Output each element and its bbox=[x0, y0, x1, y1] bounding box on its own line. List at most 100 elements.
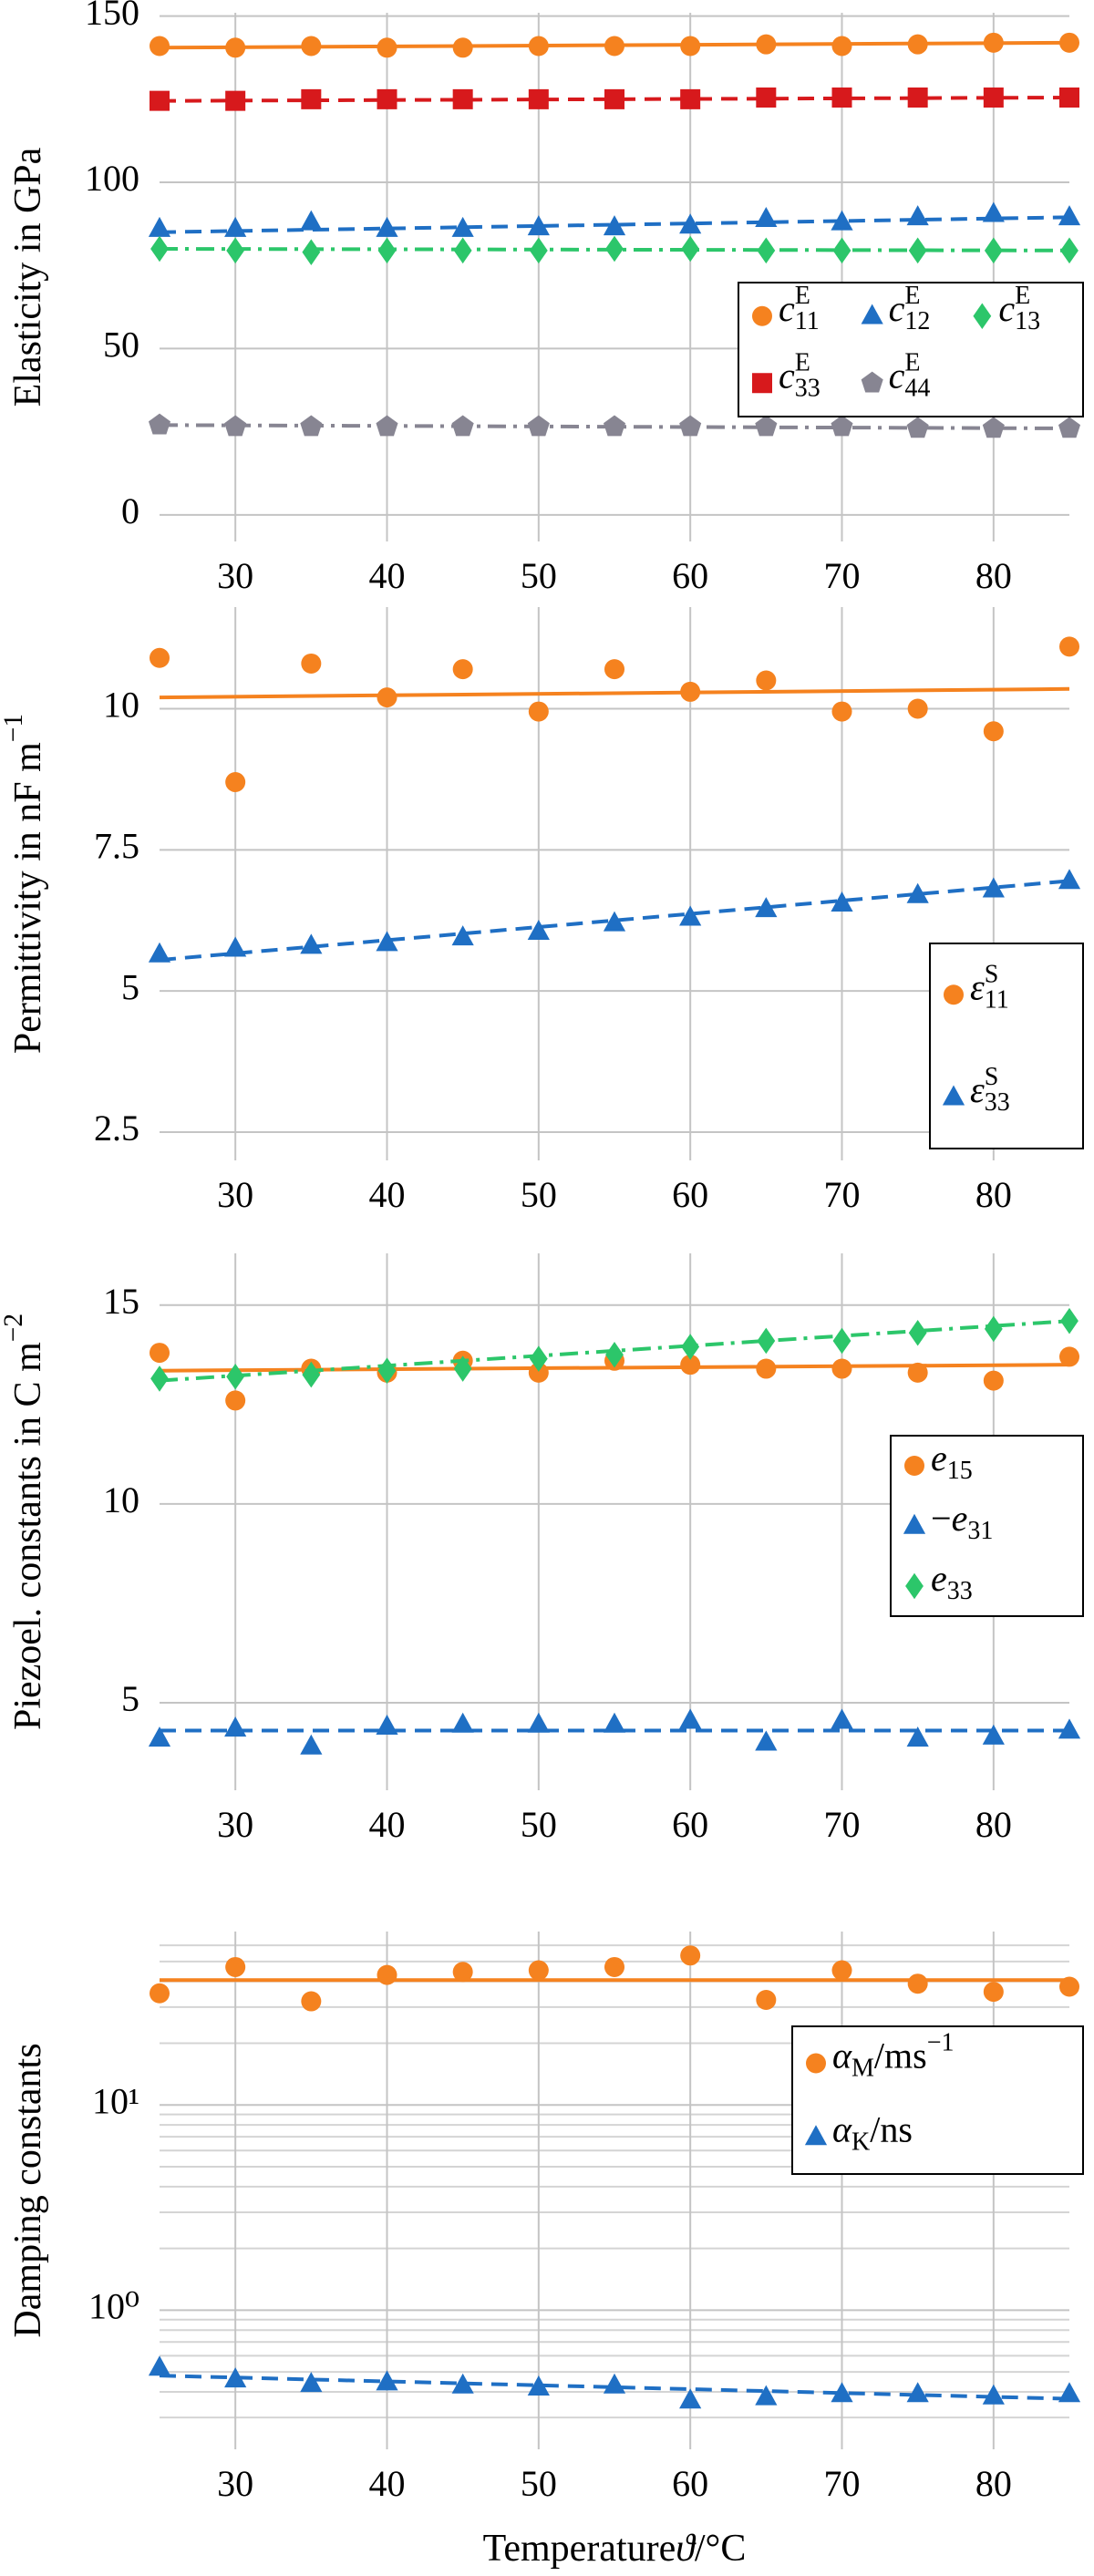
x-tick-label: 80 bbox=[975, 555, 1012, 596]
marker bbox=[1059, 1346, 1079, 1367]
marker bbox=[905, 1572, 924, 1600]
marker bbox=[757, 237, 776, 264]
marker bbox=[907, 698, 928, 719]
x-label-text-part: /°C bbox=[695, 2528, 746, 2570]
marker bbox=[300, 933, 323, 954]
panel: 2.5 5 7.5 10 30 40 50 60 70 80 Permittivity in nF … bbox=[0, 607, 1084, 1215]
marker bbox=[301, 1991, 322, 2012]
marker bbox=[300, 210, 323, 231]
marker bbox=[376, 1714, 398, 1735]
marker bbox=[148, 942, 171, 963]
marker bbox=[225, 1390, 246, 1411]
marker bbox=[603, 911, 626, 932]
marker bbox=[377, 237, 397, 264]
x-tick-label: 40 bbox=[369, 1174, 406, 1215]
marker bbox=[451, 415, 474, 437]
legend-label-part: c bbox=[889, 355, 905, 396]
marker bbox=[982, 2384, 1005, 2405]
legend-label-part: /ms bbox=[874, 2035, 927, 2076]
y-tick-label: 10¹ bbox=[92, 2080, 139, 2121]
y-tick-label: 5 bbox=[121, 966, 139, 1007]
legend-label-part: −1 bbox=[927, 2029, 955, 2057]
marker bbox=[527, 215, 550, 236]
marker bbox=[150, 235, 169, 263]
x-tick-label: 80 bbox=[975, 1174, 1012, 1215]
marker bbox=[831, 36, 852, 57]
marker bbox=[982, 417, 1005, 438]
x-tick-label: 60 bbox=[672, 1174, 708, 1215]
marker bbox=[527, 2375, 550, 2396]
marker bbox=[944, 984, 964, 1005]
marker bbox=[755, 415, 778, 437]
marker bbox=[452, 659, 473, 680]
legend-label-part: /ns bbox=[870, 2109, 913, 2150]
marker bbox=[377, 37, 397, 58]
marker bbox=[225, 772, 246, 793]
marker bbox=[908, 237, 927, 264]
marker bbox=[1059, 636, 1079, 657]
marker bbox=[680, 1945, 701, 1966]
y-label-text: Damping constants bbox=[7, 2043, 49, 2337]
legend-label-part: M bbox=[851, 2055, 874, 2083]
legend-label: αK/ns bbox=[832, 2109, 913, 2157]
marker bbox=[755, 1730, 778, 1751]
y-label-text-part: −1 bbox=[0, 714, 28, 742]
marker bbox=[300, 2372, 323, 2393]
marker bbox=[756, 1990, 777, 2011]
y-tick-label: 50 bbox=[103, 325, 139, 366]
marker bbox=[755, 897, 778, 918]
legend-label-part: E bbox=[904, 349, 920, 377]
marker bbox=[907, 1362, 928, 1383]
legend-label-part: 31 bbox=[967, 1517, 993, 1545]
legend-label-part: S bbox=[985, 961, 999, 989]
marker bbox=[527, 919, 550, 940]
marker bbox=[376, 415, 398, 437]
marker bbox=[755, 206, 778, 227]
marker bbox=[908, 1319, 927, 1346]
y-tick-label: 10⁰ bbox=[88, 2286, 139, 2327]
legend-label: c12E bbox=[889, 282, 931, 335]
marker bbox=[376, 2370, 398, 2391]
marker bbox=[903, 1513, 926, 1534]
legend-label-part: S bbox=[985, 1063, 999, 1091]
marker bbox=[907, 34, 928, 55]
marker bbox=[451, 216, 474, 237]
marker bbox=[907, 1973, 928, 1994]
y-axis-label: Damping constants bbox=[7, 2043, 49, 2337]
x-label-text-part: Temperature bbox=[483, 2528, 686, 2570]
marker bbox=[529, 237, 548, 264]
marker bbox=[605, 1341, 624, 1368]
marker bbox=[831, 1358, 852, 1379]
panel: 5 10 15 30 40 50 60 70 80 Piezoel. constants in C… bbox=[0, 1253, 1084, 1845]
marker bbox=[451, 1712, 474, 1733]
marker bbox=[831, 210, 853, 231]
marker bbox=[907, 88, 928, 108]
marker bbox=[831, 1960, 852, 1981]
marker bbox=[1058, 869, 1081, 890]
marker bbox=[451, 925, 474, 946]
marker bbox=[527, 415, 550, 437]
legend-label-part: e bbox=[952, 1498, 968, 1539]
marker bbox=[603, 2373, 626, 2394]
marker bbox=[453, 1355, 472, 1382]
marker bbox=[376, 216, 398, 237]
legend-label-part: ε bbox=[970, 1069, 985, 1110]
marker bbox=[225, 37, 246, 58]
legend-label-part: 33 bbox=[947, 1577, 973, 1605]
marker bbox=[680, 1355, 701, 1376]
x-tick-label: 50 bbox=[521, 2463, 557, 2504]
marker bbox=[225, 90, 246, 111]
y-tick-label: 15 bbox=[103, 1281, 139, 1322]
legend-label-part: ε bbox=[970, 966, 985, 1007]
marker bbox=[301, 36, 322, 57]
marker bbox=[300, 1734, 323, 1755]
legend-label: e33 bbox=[931, 1558, 973, 1605]
legend-label-part: − bbox=[931, 1498, 952, 1539]
x-tick-label: 50 bbox=[521, 1804, 557, 1845]
y-tick-label: 100 bbox=[85, 158, 139, 199]
x-tick-label: 50 bbox=[521, 555, 557, 596]
marker bbox=[377, 687, 397, 708]
legend-label-part: 13 bbox=[1015, 307, 1040, 335]
y-label-text: Permittivity in nF m−1 bbox=[0, 714, 49, 1054]
